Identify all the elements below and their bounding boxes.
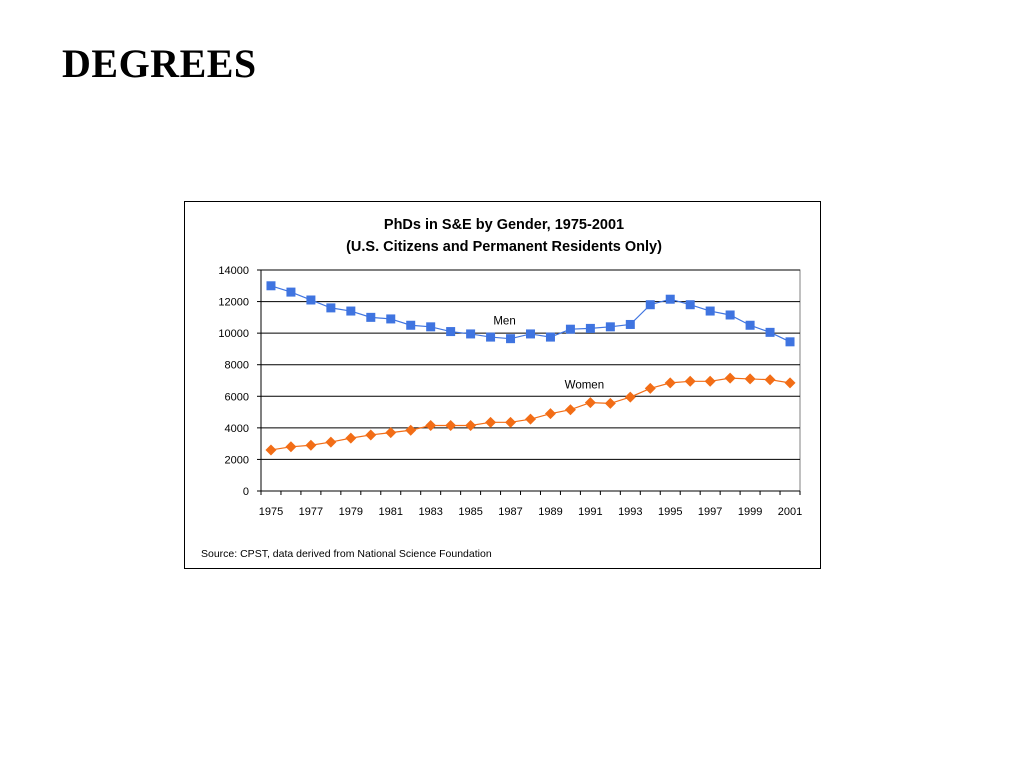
y-tick-label: 8000 (225, 360, 249, 372)
annotation-men: Men (493, 316, 515, 328)
y-tick-label: 4000 (225, 423, 249, 435)
data-point-men (446, 327, 456, 337)
data-point-women (624, 391, 636, 403)
data-point-women (265, 444, 277, 456)
data-point-men (645, 300, 655, 310)
x-tick-label: 1987 (498, 506, 522, 518)
data-point-women (584, 397, 596, 409)
data-point-men (705, 306, 715, 316)
series-group (265, 281, 796, 456)
data-point-men (765, 327, 775, 337)
data-point-women (305, 439, 317, 451)
data-point-men (745, 320, 755, 330)
data-point-men (506, 334, 516, 344)
data-point-women (784, 377, 796, 389)
x-tick-label: 1977 (299, 506, 323, 518)
data-point-men (526, 329, 535, 339)
x-tick-label: 1995 (658, 506, 682, 518)
data-point-men (625, 319, 635, 329)
data-point-women (385, 427, 397, 439)
page-title: DEGREES (62, 41, 257, 86)
chart-subtitle: (U.S. Citizens and Permanent Residents O… (346, 239, 662, 255)
x-tick-label: 1985 (458, 506, 482, 518)
data-point-women (285, 441, 297, 453)
data-point-women (325, 436, 337, 448)
annotation-women: Women (565, 380, 604, 392)
plot-area (260, 269, 801, 492)
data-point-men (665, 294, 675, 304)
chart: PhDs in S&E by Gender, 1975-2001 (U.S. C… (201, 217, 802, 560)
data-point-women (684, 375, 696, 387)
y-tick-label: 0 (243, 486, 249, 498)
data-point-women (604, 397, 616, 409)
data-point-women (485, 416, 497, 428)
x-tick-label: 1983 (418, 506, 442, 518)
annotations: Men Women (493, 316, 604, 392)
data-point-women (764, 374, 776, 386)
gridlines (260, 269, 801, 492)
x-tick-label: 1991 (578, 506, 602, 518)
data-point-men (565, 324, 575, 334)
data-point-women (525, 413, 536, 425)
y-tick-label: 2000 (225, 454, 249, 466)
data-point-men (545, 332, 555, 342)
data-point-men (486, 332, 496, 342)
data-point-women (425, 419, 437, 431)
data-point-women (345, 432, 357, 444)
y-tick-label: 14000 (218, 265, 249, 277)
data-point-women (445, 419, 457, 431)
data-point-men (785, 337, 795, 347)
data-point-men (426, 322, 436, 332)
x-tick-label: 1989 (538, 506, 562, 518)
series-men (266, 281, 795, 347)
x-tick-label: 1975 (259, 506, 283, 518)
data-point-women (544, 408, 556, 420)
x-tick-label: 1993 (618, 506, 642, 518)
x-tick-label: 1999 (738, 506, 762, 518)
data-point-women (465, 419, 477, 431)
y-tick-label: 10000 (218, 328, 249, 340)
data-point-men (386, 314, 396, 324)
chart-frame: PhDs in S&E by Gender, 1975-2001 (U.S. C… (184, 201, 821, 569)
series-women (265, 372, 796, 456)
x-tick-label: 2001 (778, 506, 802, 518)
data-point-men (605, 322, 615, 332)
data-point-men (685, 300, 695, 310)
x-tick-label: 1997 (698, 506, 722, 518)
data-point-women (644, 382, 656, 394)
data-point-women (744, 373, 756, 385)
x-tick-label: 1979 (339, 506, 363, 518)
data-point-men (725, 310, 735, 320)
data-point-women (724, 372, 736, 384)
data-point-men (326, 303, 336, 313)
y-tick-label: 6000 (225, 391, 249, 403)
source-note: Source: CPST, data derived from National… (201, 548, 492, 560)
data-point-men (585, 323, 595, 333)
axes: 0 2000 4000 6000 8000 10000 12000 14000 1975 1977… (218, 265, 802, 518)
data-point-women (505, 416, 517, 428)
data-point-women (664, 377, 676, 389)
data-point-men (306, 295, 316, 305)
data-point-women (564, 404, 576, 416)
chart-title: PhDs in S&E by Gender, 1975-2001 (384, 217, 624, 233)
data-point-men (366, 312, 376, 322)
data-point-men (466, 329, 476, 339)
data-point-men (286, 287, 296, 297)
data-point-men (266, 281, 276, 291)
data-point-women (365, 429, 377, 441)
x-tick-label: 1981 (379, 506, 403, 518)
y-tick-label: 12000 (218, 297, 249, 309)
data-point-men (346, 306, 356, 316)
data-point-women (405, 424, 417, 436)
data-point-men (406, 320, 416, 330)
data-point-women (704, 375, 716, 387)
